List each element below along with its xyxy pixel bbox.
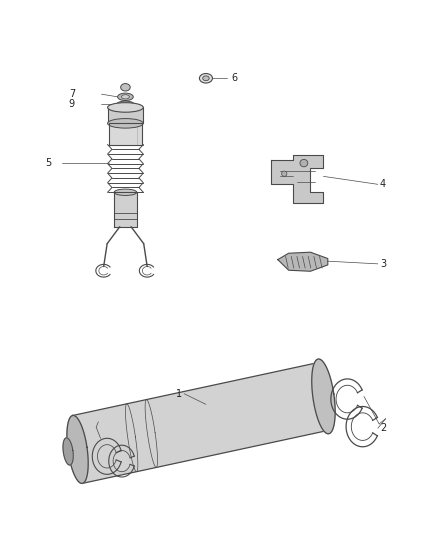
Text: 5: 5 [45, 158, 51, 168]
Ellipse shape [282, 171, 287, 176]
Ellipse shape [108, 118, 143, 128]
Ellipse shape [199, 74, 212, 83]
Ellipse shape [300, 159, 308, 167]
Polygon shape [110, 123, 141, 144]
Text: 9: 9 [69, 99, 75, 109]
Text: 1: 1 [176, 389, 182, 399]
Text: 2: 2 [380, 423, 386, 433]
Text: 3: 3 [380, 259, 386, 269]
Ellipse shape [121, 95, 129, 99]
Ellipse shape [117, 101, 134, 108]
Polygon shape [67, 415, 88, 483]
Ellipse shape [120, 84, 130, 91]
Polygon shape [312, 359, 335, 434]
Ellipse shape [203, 76, 209, 80]
Text: 6: 6 [231, 73, 237, 83]
Polygon shape [73, 362, 328, 483]
Polygon shape [278, 252, 328, 271]
Ellipse shape [114, 189, 137, 196]
Text: 4: 4 [380, 179, 386, 189]
Polygon shape [271, 155, 323, 203]
Text: 7: 7 [69, 88, 75, 99]
Ellipse shape [108, 103, 143, 112]
Polygon shape [108, 108, 143, 123]
Ellipse shape [117, 93, 133, 101]
Polygon shape [63, 438, 73, 465]
Polygon shape [114, 192, 137, 227]
